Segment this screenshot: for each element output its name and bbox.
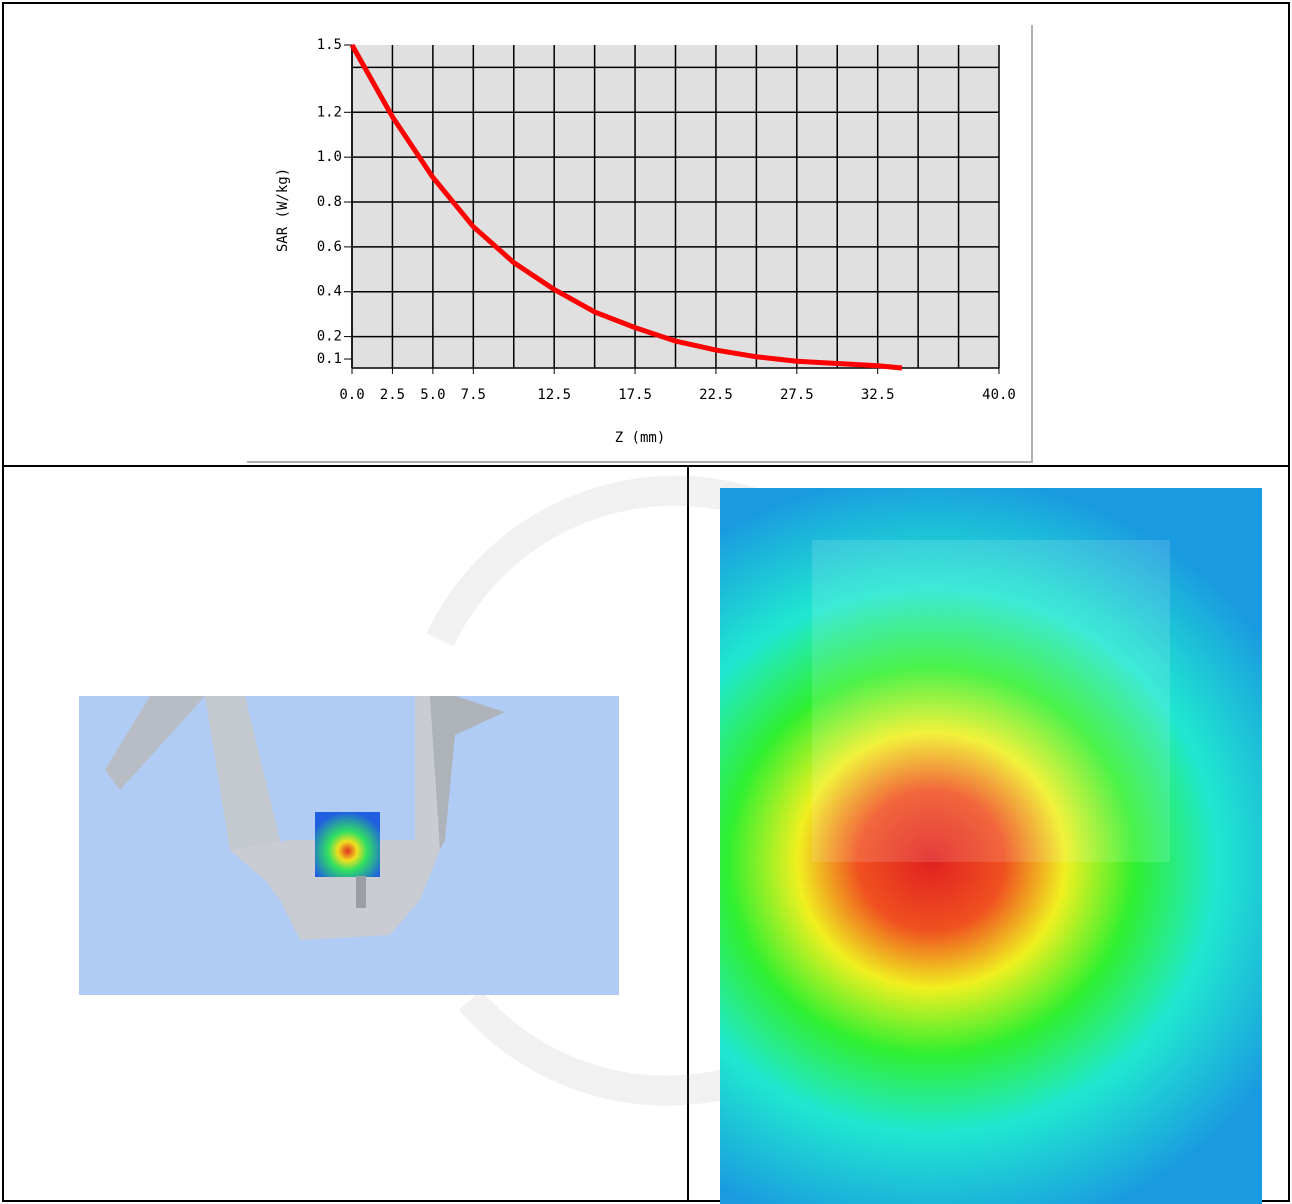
x-tick-label: 7.5 <box>461 387 486 403</box>
y-tick-label: 0.8 <box>317 194 342 210</box>
y-tick-label: 0.1 <box>317 351 342 367</box>
x-tick-label: 27.5 <box>780 387 814 403</box>
x-tick-label: 22.5 <box>699 387 733 403</box>
chart-frame-edge <box>247 25 1033 463</box>
y-tick-label: 0.6 <box>317 239 342 255</box>
x-tick-label: 5.0 <box>420 387 445 403</box>
zoom-overlay <box>812 540 1170 862</box>
y-tick-label: 1.5 <box>317 37 342 53</box>
x-tick-label: 17.5 <box>618 387 652 403</box>
sar-heatmap <box>720 488 1262 1204</box>
x-tick-label: 0.0 <box>339 387 364 403</box>
x-tick-label: 40.0 <box>982 387 1016 403</box>
sar-curve <box>349 43 903 371</box>
x-tick-label: 12.5 <box>537 387 571 403</box>
y-tick-label: 1.2 <box>317 104 342 120</box>
x-tick-label: 2.5 <box>380 387 405 403</box>
y-axis-label: SAR (W/kg) <box>275 168 291 252</box>
phantom-holder <box>105 696 505 940</box>
y-tick-label: 1.0 <box>317 149 342 165</box>
y-tick-label: 0.2 <box>317 329 342 345</box>
y-tick-label: 0.4 <box>317 284 342 300</box>
x-tick-label: 32.5 <box>861 387 895 403</box>
x-axis-label: Z (mm) <box>615 430 666 446</box>
